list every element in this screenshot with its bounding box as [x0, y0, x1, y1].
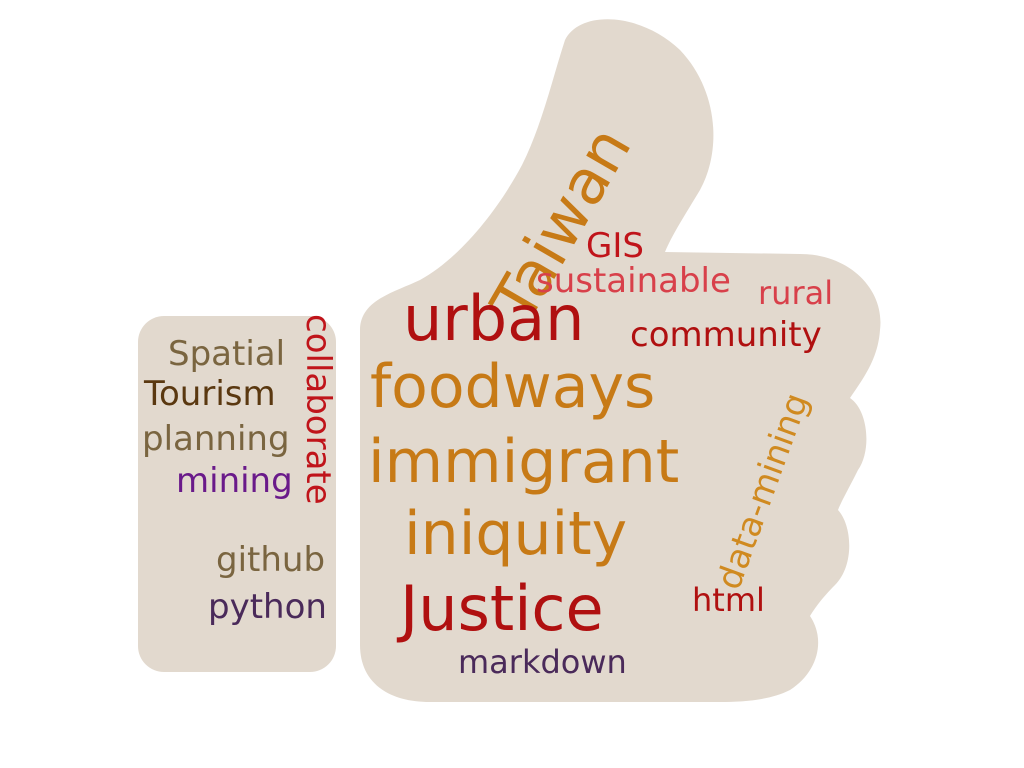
thumb-cuff-shape: [138, 316, 336, 672]
word-urban: urban: [403, 282, 585, 355]
word-sustainable: sustainable: [536, 261, 731, 301]
word-foodways: foodways: [370, 352, 656, 422]
word-collaborate: collaborate: [298, 314, 338, 505]
word-immigrant: immigrant: [368, 427, 680, 497]
thumb-hand-shape: [360, 19, 881, 702]
word-markdown: markdown: [458, 643, 627, 681]
word-gis: GIS: [586, 226, 644, 266]
word-python: python: [208, 587, 327, 627]
word-spatial: Spatial: [168, 334, 286, 374]
word-rural: rural: [758, 274, 834, 312]
word-planning: planning: [142, 419, 290, 459]
word-mining: mining: [176, 461, 293, 501]
word-iniquity: iniquity: [404, 499, 628, 569]
word-html: html: [692, 581, 765, 619]
word-community: community: [630, 315, 822, 355]
word-justice: Justice: [400, 572, 604, 645]
word-github: github: [216, 540, 326, 580]
word-tourism: Tourism: [144, 374, 276, 414]
